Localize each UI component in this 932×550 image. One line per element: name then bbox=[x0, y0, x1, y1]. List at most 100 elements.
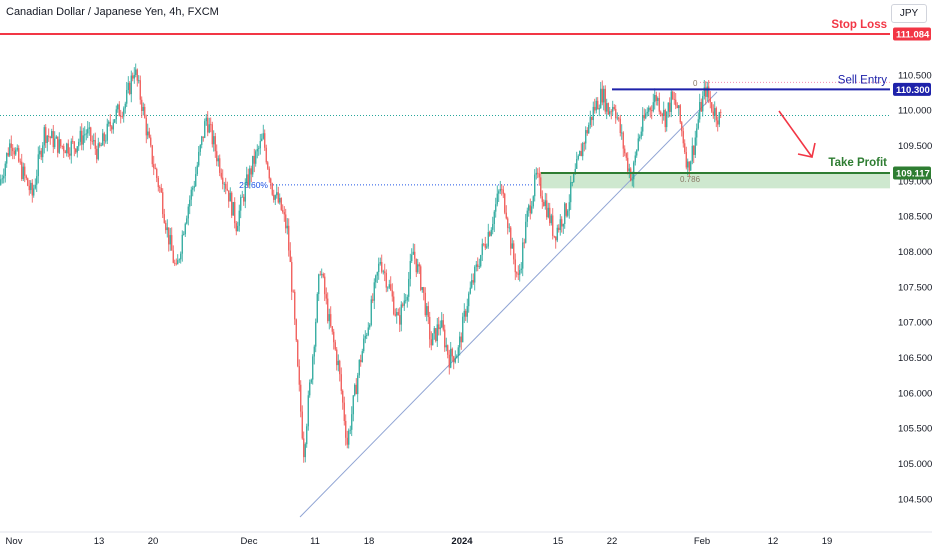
candle-body bbox=[597, 100, 599, 110]
candle-body bbox=[112, 122, 114, 130]
candle-body bbox=[252, 155, 254, 175]
candle-body bbox=[94, 140, 96, 149]
candle-body bbox=[151, 145, 153, 165]
candle-body bbox=[633, 162, 635, 180]
candle-body bbox=[0, 179, 2, 185]
candle-body bbox=[171, 235, 173, 251]
candle-body bbox=[681, 122, 683, 132]
candle-body bbox=[672, 91, 674, 99]
candle-body bbox=[133, 74, 135, 79]
candle-body bbox=[489, 232, 491, 236]
candle-body bbox=[21, 161, 23, 180]
candle-body bbox=[310, 379, 312, 383]
candle-body bbox=[268, 168, 270, 179]
candle-body bbox=[444, 329, 446, 348]
candle-body bbox=[148, 131, 150, 138]
candle-body bbox=[126, 89, 128, 104]
candle-body bbox=[483, 243, 485, 245]
candle-body bbox=[528, 205, 530, 211]
candle-body bbox=[414, 251, 416, 259]
candle-body bbox=[514, 259, 516, 273]
candle-body bbox=[645, 113, 647, 119]
y-tick-label: 110.000 bbox=[898, 106, 932, 117]
candle-body bbox=[346, 437, 348, 445]
y-tick-label: 108.500 bbox=[898, 212, 932, 223]
candle-body bbox=[246, 174, 248, 184]
candle-body bbox=[706, 86, 708, 97]
candle-body bbox=[106, 123, 108, 141]
candle-body bbox=[520, 268, 522, 271]
y-tick-label: 109.500 bbox=[898, 141, 932, 152]
candle-body bbox=[537, 172, 539, 174]
candle-body bbox=[408, 278, 410, 297]
candle-body bbox=[480, 254, 482, 267]
candle-body bbox=[469, 287, 471, 294]
candle-body bbox=[39, 150, 41, 155]
candle-body bbox=[570, 182, 572, 203]
take-profit-annotation: Take Profit bbox=[828, 157, 887, 169]
candle-body bbox=[486, 246, 488, 248]
fib-label-0: 0 bbox=[693, 79, 698, 88]
trend-line bbox=[299, 91, 718, 518]
candle-body bbox=[472, 280, 474, 283]
candle-body bbox=[277, 192, 279, 203]
price-axis[interactable]: 104.500 105.000 105.500 106.000 106.500 107.0… bbox=[890, 0, 932, 550]
candle-body bbox=[313, 346, 315, 357]
time-axis[interactable]: Nov 13 20 Dec 11 18 2024 15 22 Feb 12 19 bbox=[0, 531, 932, 547]
candle-body bbox=[75, 148, 77, 153]
candle-body bbox=[487, 232, 489, 247]
candle-body bbox=[457, 347, 459, 357]
candle-body bbox=[657, 98, 659, 101]
candle-body bbox=[660, 111, 662, 114]
candle-body bbox=[169, 235, 171, 245]
candle-body bbox=[445, 345, 447, 348]
candle-body bbox=[12, 147, 14, 152]
currency-button[interactable]: JPY bbox=[891, 4, 927, 23]
candle-body bbox=[85, 133, 87, 135]
candle-body bbox=[661, 113, 663, 116]
candle-body bbox=[342, 390, 344, 403]
candle-body bbox=[72, 141, 74, 143]
candle-body bbox=[201, 136, 203, 145]
candle-body bbox=[186, 218, 188, 224]
candle-body bbox=[700, 102, 702, 112]
candle-body bbox=[399, 315, 401, 325]
candle-body bbox=[627, 157, 629, 172]
candle-body bbox=[495, 204, 497, 212]
fib-label-23-6: 23.60% bbox=[239, 180, 268, 190]
projection-arrow-head bbox=[797, 142, 816, 158]
candle-body bbox=[693, 145, 695, 155]
candle-body bbox=[640, 131, 642, 137]
candle-body bbox=[586, 130, 588, 134]
candle-body bbox=[340, 374, 342, 391]
candle-body bbox=[237, 225, 239, 232]
y-tick-label: 104.500 bbox=[898, 494, 932, 505]
candle-body bbox=[309, 382, 311, 396]
candle-body bbox=[394, 314, 396, 316]
candle-body bbox=[715, 108, 717, 121]
candle-body bbox=[297, 340, 299, 367]
candle-body bbox=[349, 429, 351, 431]
candle-body bbox=[583, 143, 585, 144]
candle-body bbox=[145, 117, 147, 136]
candle-body bbox=[78, 141, 80, 147]
candle-body bbox=[412, 251, 414, 255]
candle-body bbox=[616, 117, 618, 119]
candle-body bbox=[691, 145, 693, 162]
candle-body bbox=[196, 165, 198, 175]
candle-body bbox=[280, 197, 282, 210]
y-tick-label: 106.500 bbox=[898, 353, 932, 364]
candle-body bbox=[150, 137, 152, 146]
candle-body bbox=[16, 148, 18, 150]
candle-body bbox=[652, 102, 654, 112]
candle-body bbox=[333, 331, 335, 343]
candle-body bbox=[96, 148, 98, 160]
candle-body bbox=[553, 235, 555, 237]
candle-body bbox=[673, 98, 675, 100]
candle-body bbox=[409, 261, 411, 279]
candle-body bbox=[679, 105, 681, 123]
candle-body bbox=[354, 384, 356, 396]
candle-body bbox=[205, 117, 207, 122]
candle-body bbox=[255, 151, 257, 164]
